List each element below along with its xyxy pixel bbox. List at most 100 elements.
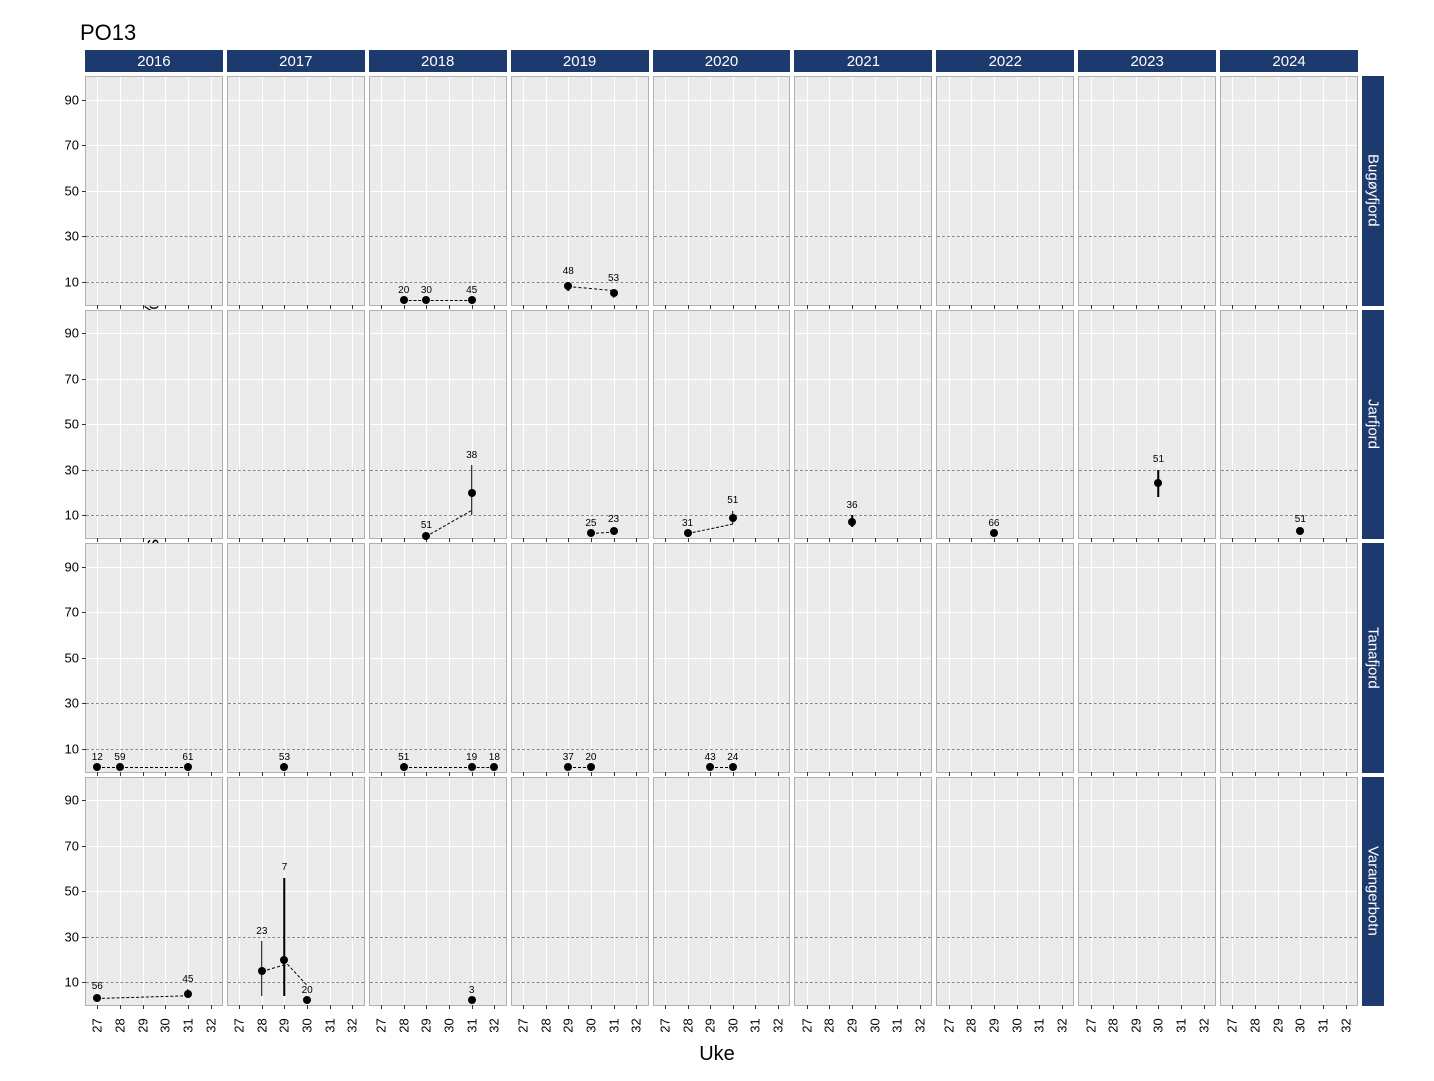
panel-wrapper: 2728293031323 <box>369 777 507 1007</box>
y-tick-label: 30 <box>49 929 79 944</box>
point-label: 66 <box>988 518 999 529</box>
panel-wrapper: 31 51 <box>653 310 791 540</box>
panel-wrapper: 27282930313223720 <box>227 777 365 1007</box>
x-tick-label: 32 <box>913 1018 928 1032</box>
y-tick-label: 30 <box>49 229 79 244</box>
data-point <box>587 763 595 771</box>
y-tick-label: 50 <box>49 417 79 432</box>
data-point <box>400 296 408 304</box>
panel: 4853 <box>511 76 649 306</box>
data-point <box>490 763 498 771</box>
y-tick-label: 70 <box>49 138 79 153</box>
panel-wrapper: 2022 <box>936 76 1074 306</box>
panel: 43 24 <box>653 543 791 773</box>
x-tick-label: 32 <box>1054 1018 1069 1032</box>
point-label: 51 <box>727 495 738 506</box>
panel: 36 <box>794 310 932 540</box>
point-label: 24 <box>727 751 738 762</box>
panel: 51 <box>1078 310 1216 540</box>
y-tick-label: 90 <box>49 92 79 107</box>
data-point <box>684 529 692 537</box>
panel-wrapper <box>936 543 1074 773</box>
col-header: 2016 <box>85 50 223 72</box>
data-point <box>303 996 311 1004</box>
panel: 2523 <box>511 310 649 540</box>
x-tick-label: 30 <box>1293 1018 1308 1032</box>
panel-wrapper: 272829303132 <box>653 777 791 1007</box>
panel: 272829303132 <box>1220 777 1358 1007</box>
x-tick-label: 28 <box>1106 1018 1121 1032</box>
point-label: 31 <box>682 518 693 529</box>
x-tick-label: 29 <box>1270 1018 1285 1032</box>
panel <box>794 76 932 306</box>
y-tick-label: 90 <box>49 793 79 808</box>
data-point <box>610 527 618 535</box>
point-label: 61 <box>182 751 193 762</box>
x-tick-label: 27 <box>515 1018 530 1032</box>
x-tick-label: 32 <box>1196 1018 1211 1032</box>
data-point <box>280 763 288 771</box>
point-label: 3 <box>469 985 475 996</box>
point-label: 20 <box>585 751 596 762</box>
panel: 272829303132 <box>794 777 932 1007</box>
panel-wrapper: 51 <box>1078 310 1216 540</box>
panel-wrapper: 2523 <box>511 310 649 540</box>
data-point <box>729 763 737 771</box>
panel-wrapper: 36 <box>794 310 932 540</box>
x-tick-label: 28 <box>112 1018 127 1032</box>
point-label: 7 <box>282 862 288 873</box>
point-label: 51 <box>421 520 432 531</box>
panel-wrapper: 2024Bugøyfjord <box>1220 76 1358 306</box>
x-tick-label: 31 <box>748 1018 763 1032</box>
data-point <box>848 518 856 526</box>
panel-wrapper: 272829303132 <box>511 777 649 1007</box>
panel <box>1220 76 1358 306</box>
y-tick-label: 10 <box>49 975 79 990</box>
x-tick-label: 31 <box>1316 1018 1331 1032</box>
point-label: 53 <box>279 751 290 762</box>
x-tick-label: 32 <box>771 1018 786 1032</box>
panel <box>1220 543 1358 773</box>
panel: 53 <box>227 543 365 773</box>
point-label: 51 <box>1153 454 1164 465</box>
col-header: 2018 <box>369 50 507 72</box>
x-tick-label: 28 <box>254 1018 269 1032</box>
panel: 31 51 <box>653 310 791 540</box>
data-point <box>564 763 572 771</box>
panel-wrapper <box>794 543 932 773</box>
data-point <box>93 994 101 1002</box>
panel-wrapper: 43 24 <box>653 543 791 773</box>
col-header: 2021 <box>794 50 932 72</box>
data-point <box>468 763 476 771</box>
panel <box>1078 543 1216 773</box>
panel <box>1078 76 1216 306</box>
x-tick-label: 28 <box>822 1018 837 1032</box>
panel: 27282930313223720 <box>227 777 365 1007</box>
panel-wrapper: Varangerbotn272829303132 <box>1220 777 1358 1007</box>
x-tick-label: 29 <box>1128 1018 1143 1032</box>
x-tick-label: 32 <box>487 1018 502 1032</box>
x-tick-label: 32 <box>1338 1018 1353 1032</box>
x-tick-label: 32 <box>203 1018 218 1032</box>
x-tick-label: 27 <box>90 1018 105 1032</box>
data-point <box>258 967 266 975</box>
data-point <box>184 990 192 998</box>
x-tick-label: 27 <box>799 1018 814 1032</box>
data-point <box>610 289 618 297</box>
point-label: 30 <box>421 284 432 295</box>
x-tick-label: 29 <box>703 1018 718 1032</box>
y-tick-label: 90 <box>49 326 79 341</box>
panel-wrapper: 3720 <box>511 543 649 773</box>
x-tick-label: 31 <box>180 1018 195 1032</box>
x-tick-label: 30 <box>867 1018 882 1032</box>
point-label: 23 <box>256 926 267 937</box>
point-label: 43 <box>705 751 716 762</box>
panel <box>227 76 365 306</box>
facet-grid: 2016103050709020172018203045201948532020… <box>85 76 1358 1006</box>
x-tick-label: 30 <box>442 1018 457 1032</box>
panel-wrapper: 2023 <box>1078 76 1216 306</box>
y-tick-label: 50 <box>49 183 79 198</box>
row-header: Bugøyfjord <box>1362 76 1384 306</box>
col-header: 2019 <box>511 50 649 72</box>
panel: 3720 <box>511 543 649 773</box>
